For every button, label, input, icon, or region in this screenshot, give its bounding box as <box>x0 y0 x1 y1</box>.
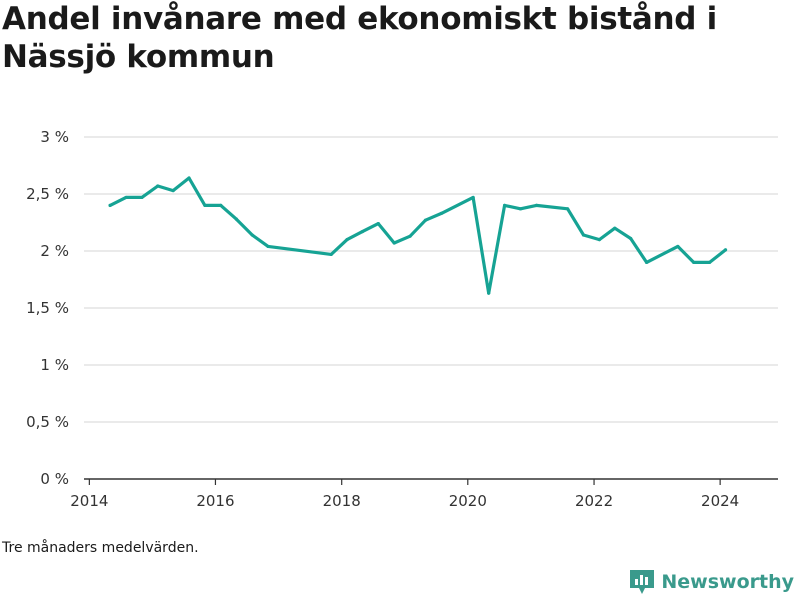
y-tick-label: 1 % <box>40 356 69 374</box>
data-point <box>676 244 680 249</box>
data-point <box>234 217 238 221</box>
data-point <box>187 176 191 180</box>
data-point <box>471 195 475 200</box>
x-tick-label: 2014 <box>70 492 108 510</box>
data-point <box>171 188 175 193</box>
y-tick-label: 3 % <box>40 128 69 146</box>
data-point <box>108 203 112 207</box>
data-point <box>518 207 523 211</box>
data-point <box>140 195 144 200</box>
data-point <box>439 211 443 215</box>
x-tick-label: 2018 <box>323 492 361 510</box>
data-point <box>219 203 223 207</box>
data-point <box>723 248 728 252</box>
data-point <box>124 195 128 200</box>
y-tick-label: 0 % <box>40 470 69 488</box>
data-point <box>156 184 160 188</box>
data-point <box>566 207 570 211</box>
y-tick-label: 2,5 % <box>26 185 69 203</box>
data-point <box>629 236 633 241</box>
data-point <box>581 233 586 237</box>
data-point <box>644 260 649 264</box>
y-axis-ticks: 0 % 0,5 % 1 % 1,5 % 2 % 2,5 % 3 % <box>26 128 69 488</box>
newsworthy-logo-icon <box>630 570 655 594</box>
data-point <box>692 260 696 264</box>
data-point <box>708 260 712 264</box>
data-point <box>408 234 412 238</box>
data-point <box>534 203 538 207</box>
data-point <box>345 238 349 242</box>
data-point <box>203 203 207 207</box>
data-point <box>329 252 333 257</box>
x-tick-label: 2024 <box>701 492 739 510</box>
data-point <box>423 218 428 222</box>
x-axis: 2014 2016 2018 2020 2022 2024 <box>70 478 778 510</box>
data-point <box>250 233 254 237</box>
y-tick-label: 1,5 % <box>26 299 69 317</box>
brand-logo[interactable]: Newsworthy <box>629 568 794 596</box>
series-layer <box>108 176 728 295</box>
data-point <box>360 230 365 234</box>
data-point <box>392 241 396 245</box>
data-point <box>502 203 507 207</box>
data-point <box>487 291 491 295</box>
footnote: Tre månaders medelvärden. <box>2 540 199 556</box>
y-tick-label: 0,5 % <box>26 413 69 431</box>
chart-title: Andel invånare med ekonomiskt bistånd i … <box>2 1 717 75</box>
series-line <box>108 176 728 295</box>
data-point <box>613 226 617 230</box>
data-point <box>597 238 602 242</box>
brand-name: Newsworthy <box>661 571 794 593</box>
x-tick-label: 2016 <box>196 492 234 510</box>
y-tick-label: 2 % <box>40 242 69 260</box>
x-tick-label: 2022 <box>575 492 613 510</box>
data-point <box>266 244 270 249</box>
data-point <box>376 222 380 226</box>
x-tick-label: 2020 <box>449 492 487 510</box>
